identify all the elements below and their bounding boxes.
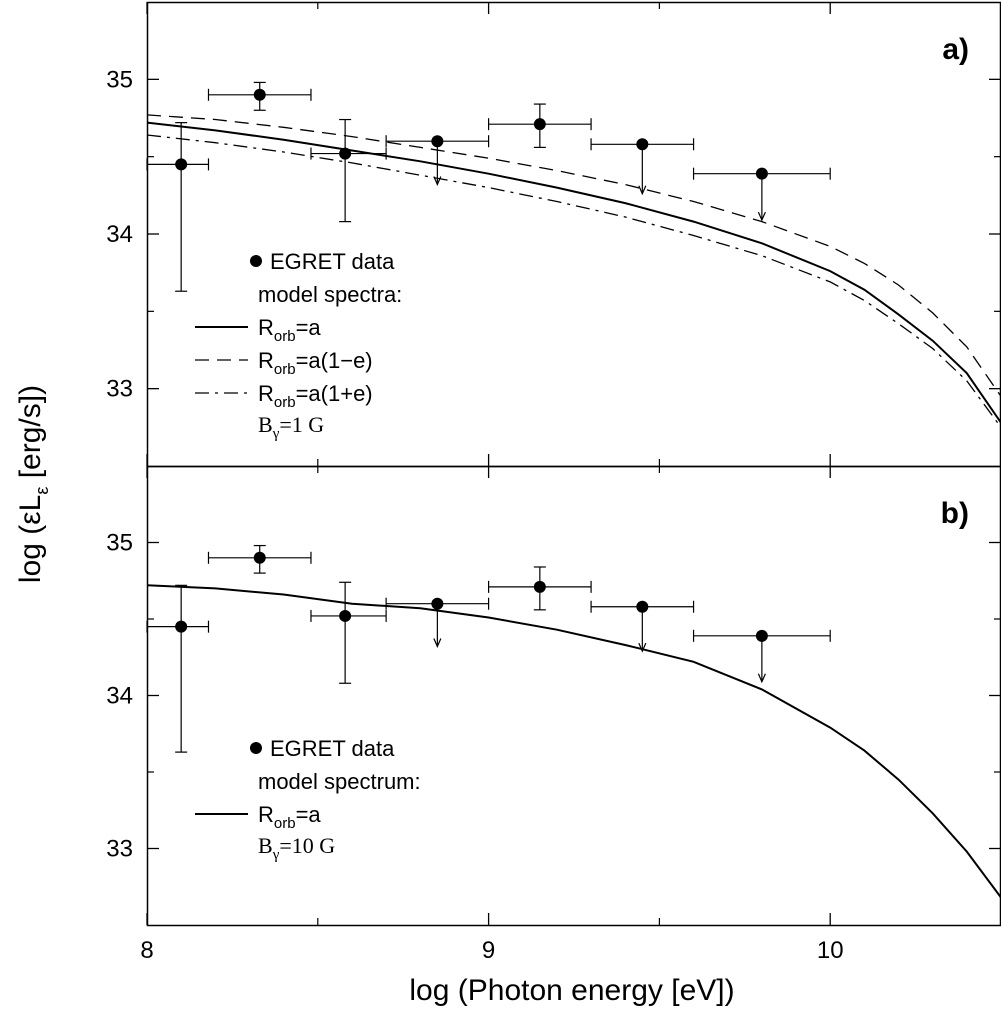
upper-limit-arrow xyxy=(433,176,442,187)
data-point xyxy=(488,566,592,611)
data-point xyxy=(146,584,210,753)
data-point xyxy=(590,138,695,196)
upper-limit-arrow xyxy=(638,642,647,653)
y-tick-label: 34 xyxy=(106,683,133,710)
upper-limit-arrow xyxy=(433,638,442,649)
data-point xyxy=(207,81,312,111)
legend-bfield-rest: =1 G xyxy=(279,412,324,437)
legend-entry-dashdot: Rorb=a(1+e) xyxy=(258,381,373,411)
model-curve-dashed xyxy=(147,114,1001,397)
legend-entry-sub: orb xyxy=(274,328,296,345)
legend-entry-rest: =a(1−e) xyxy=(296,348,373,373)
data-point xyxy=(310,581,387,684)
data-point xyxy=(310,118,387,223)
y-axis-title-main: log (εL xyxy=(14,495,47,583)
upper-limit-arrow xyxy=(638,185,647,196)
y-axis-title-unit: [erg/s]) xyxy=(14,385,47,487)
x-tick-label: 8 xyxy=(140,937,153,964)
legend-bfield-main: B xyxy=(258,833,273,858)
data-point xyxy=(692,629,831,684)
data-point xyxy=(488,103,592,148)
legend-entry-rest: =a xyxy=(296,802,322,827)
legend-entry-main: R xyxy=(258,802,274,827)
legend-entry-main: R xyxy=(258,348,274,373)
y-tick-label: 35 xyxy=(106,530,133,557)
legend-bfield-sub: γ xyxy=(272,847,280,863)
data-point xyxy=(692,167,831,222)
legend-model-heading: model spectrum: xyxy=(258,769,421,794)
model-curve-solid xyxy=(147,121,1001,424)
x-tick-label: 10 xyxy=(817,937,844,964)
data-marker xyxy=(175,158,188,171)
x-axis-title: log (Photon energy [eV]) xyxy=(409,974,734,1007)
legend-entry-solid: Rorb=a xyxy=(258,315,321,345)
legend-entry-sub: orb xyxy=(274,394,296,411)
legend-marker-egret xyxy=(250,255,262,267)
data-marker xyxy=(755,167,768,180)
data-marker xyxy=(431,135,444,148)
legend-entry-solid: Rorb=a xyxy=(258,802,321,832)
data-point xyxy=(207,544,312,574)
model-curve-solid xyxy=(147,584,1001,899)
data-marker xyxy=(533,580,546,593)
data-marker xyxy=(431,597,444,610)
legend-entry-main: R xyxy=(258,315,274,340)
legend-entry-rest: =a(1+e) xyxy=(296,381,373,406)
legend-entry-sub: orb xyxy=(274,815,296,832)
legend-entry-rest: =a xyxy=(296,315,322,340)
legend-marker-egret xyxy=(250,742,262,754)
data-point xyxy=(146,122,210,292)
y-tick-label: 34 xyxy=(106,221,133,248)
data-marker xyxy=(175,620,188,633)
data-marker xyxy=(755,629,768,642)
data-point xyxy=(385,597,490,649)
x-tick-label: 9 xyxy=(482,937,495,964)
legend-entry-main: R xyxy=(258,381,274,406)
y-tick-label: 33 xyxy=(106,836,133,863)
legend-bfield-sub: γ xyxy=(272,426,280,442)
upper-limit-arrow xyxy=(757,211,766,222)
legend-entry-dashed: Rorb=a(1−e) xyxy=(258,348,373,378)
data-marker xyxy=(636,600,649,613)
panel-b: 33 34 35 8 9 10 b) EGRET data model spectrum: Ror… xyxy=(106,465,1001,964)
data-marker xyxy=(339,609,352,622)
data-marker xyxy=(253,551,266,564)
data-marker xyxy=(533,118,546,131)
y-tick-label: 35 xyxy=(106,66,133,93)
legend-entry-sub: orb xyxy=(274,361,296,378)
legend-model-heading: model spectra: xyxy=(258,282,402,307)
legend-bfield: Bγ=1 G xyxy=(258,412,324,442)
legend-data-label: EGRET data xyxy=(270,736,395,761)
y-axis-title: log (εLε [erg/s]) xyxy=(14,385,52,583)
y-axis-title-sub: ε xyxy=(32,487,52,495)
panel-label-a: a) xyxy=(942,33,969,66)
legend-bfield-main: B xyxy=(258,412,273,437)
data-marker xyxy=(636,138,649,151)
data-marker xyxy=(339,147,352,160)
y-tick-label: 33 xyxy=(106,376,133,403)
panel-label-b: b) xyxy=(941,497,969,530)
data-point xyxy=(385,135,490,187)
legend-bfield: Bγ=10 G xyxy=(258,833,335,863)
legend-bfield-rest: =10 G xyxy=(279,833,335,858)
data-point xyxy=(590,600,695,653)
legend-data-label: EGRET data xyxy=(270,249,395,274)
data-marker xyxy=(253,88,266,101)
upper-limit-arrow xyxy=(757,673,766,684)
